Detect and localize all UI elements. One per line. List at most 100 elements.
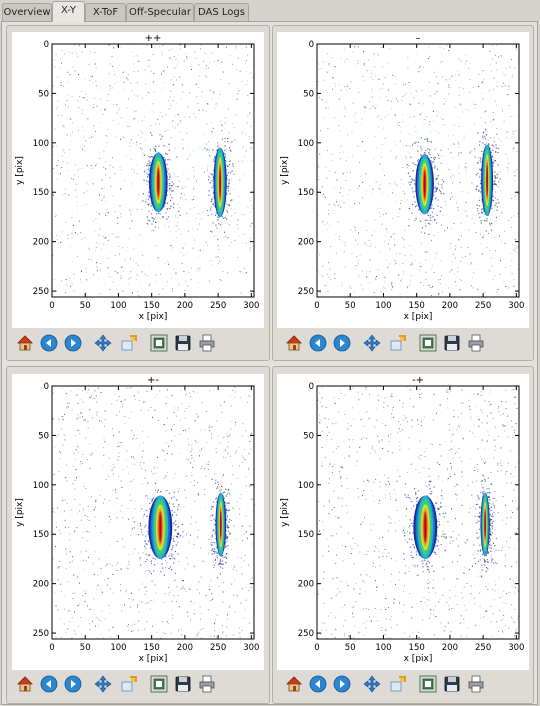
noise-pixel <box>433 199 435 201</box>
noise-pixel <box>164 130 166 132</box>
print-icon[interactable] <box>466 333 486 353</box>
save-icon[interactable] <box>442 333 462 353</box>
noise-pixel <box>479 571 481 573</box>
noise-pixel <box>365 173 367 175</box>
home-icon[interactable] <box>15 674 35 694</box>
forward-arrow-icon[interactable] <box>63 333 83 353</box>
noise-pixel <box>57 567 59 569</box>
pan-icon[interactable] <box>362 333 382 353</box>
noise-pixel <box>239 498 241 500</box>
halo-pixel <box>484 138 487 140</box>
subplots-icon[interactable] <box>418 333 438 353</box>
noise-pixel <box>146 436 148 438</box>
noise-pixel <box>334 403 336 405</box>
noise-pixel <box>103 244 105 246</box>
noise-pixel <box>503 281 505 283</box>
save-icon[interactable] <box>173 674 193 694</box>
noise-pixel <box>441 155 443 157</box>
zoom-icon[interactable] <box>388 333 408 353</box>
intensity-blob <box>474 119 500 238</box>
noise-pixel <box>413 115 415 117</box>
noise-pixel <box>465 201 467 203</box>
tab-x-tof[interactable]: X-ToF <box>85 3 126 21</box>
halo-pixel <box>475 174 477 176</box>
save-icon[interactable] <box>173 333 193 353</box>
print-icon[interactable] <box>197 674 217 694</box>
halo-pixel <box>480 191 482 193</box>
noise-pixel <box>90 164 92 166</box>
y-tick-label: 50 <box>303 89 314 99</box>
zoom-icon[interactable] <box>119 674 139 694</box>
noise-pixel <box>173 268 175 270</box>
noise-pixel <box>421 89 423 91</box>
noise-pixel <box>148 155 150 157</box>
noise-pixel <box>351 131 353 133</box>
pan-icon[interactable] <box>93 333 113 353</box>
noise-pixel <box>153 91 155 93</box>
noise-pixel <box>393 141 395 143</box>
noise-pixel <box>325 629 327 631</box>
noise-pixel <box>376 105 378 107</box>
noise-pixel <box>439 444 441 446</box>
noise-pixel <box>160 111 162 113</box>
back-arrow-icon[interactable] <box>39 333 59 353</box>
noise-pixel <box>171 48 173 50</box>
home-icon[interactable] <box>15 333 35 353</box>
subplots-icon[interactable] <box>149 333 169 353</box>
noise-pixel <box>174 127 176 129</box>
forward-arrow-icon[interactable] <box>63 674 83 694</box>
noise-pixel <box>488 401 490 403</box>
halo-pixel <box>168 184 170 187</box>
pan-icon[interactable] <box>93 674 113 694</box>
noise-pixel <box>463 210 465 212</box>
noise-pixel <box>192 467 194 469</box>
intensity-blob <box>206 124 234 241</box>
noise-pixel <box>350 229 352 231</box>
tab-off-specular[interactable]: Off-Specular <box>126 3 194 21</box>
print-icon[interactable] <box>197 333 217 353</box>
noise-pixel <box>210 437 212 439</box>
noise-pixel <box>365 437 367 439</box>
noise-pixel <box>365 220 367 222</box>
noise-pixel <box>152 601 154 603</box>
noise-pixel <box>88 249 90 251</box>
halo-pixel <box>147 533 150 535</box>
subplots-icon[interactable] <box>149 674 169 694</box>
noise-pixel <box>466 582 468 584</box>
noise-pixel <box>230 548 232 550</box>
noise-pixel <box>447 388 449 390</box>
noise-pixel <box>237 228 239 230</box>
noise-pixel <box>118 123 120 125</box>
noise-pixel <box>99 227 101 229</box>
home-icon[interactable] <box>284 333 304 353</box>
halo-pixel <box>227 502 229 504</box>
noise-pixel <box>245 71 247 73</box>
tab-x-y[interactable]: X-Y <box>52 1 85 22</box>
noise-pixel <box>319 273 321 275</box>
noise-pixel <box>156 456 158 458</box>
noise-pixel <box>505 559 507 561</box>
noise-pixel <box>120 213 122 215</box>
figure-canvas: ++ 0 50 100 150 200 250 300 0 50 100 150 200 250 x [pi… <box>12 32 264 328</box>
back-arrow-icon[interactable] <box>308 333 328 353</box>
noise-pixel <box>192 247 194 249</box>
noise-pixel <box>343 105 345 107</box>
halo-pixel <box>146 176 149 178</box>
zoom-icon[interactable] <box>119 333 139 353</box>
noise-pixel <box>215 103 217 105</box>
noise-pixel <box>459 426 461 428</box>
tab-overview[interactable]: Overview <box>2 3 52 21</box>
halo-pixel <box>222 217 225 219</box>
noise-pixel <box>121 504 123 506</box>
noise-pixel <box>370 108 372 110</box>
tab-das-logs[interactable]: DAS Logs <box>194 3 249 21</box>
back-arrow-icon[interactable] <box>39 674 59 694</box>
noise-pixel <box>238 235 240 237</box>
noise-pixel <box>384 281 386 283</box>
forward-arrow-icon[interactable] <box>332 333 352 353</box>
noise-pixel <box>155 592 157 594</box>
